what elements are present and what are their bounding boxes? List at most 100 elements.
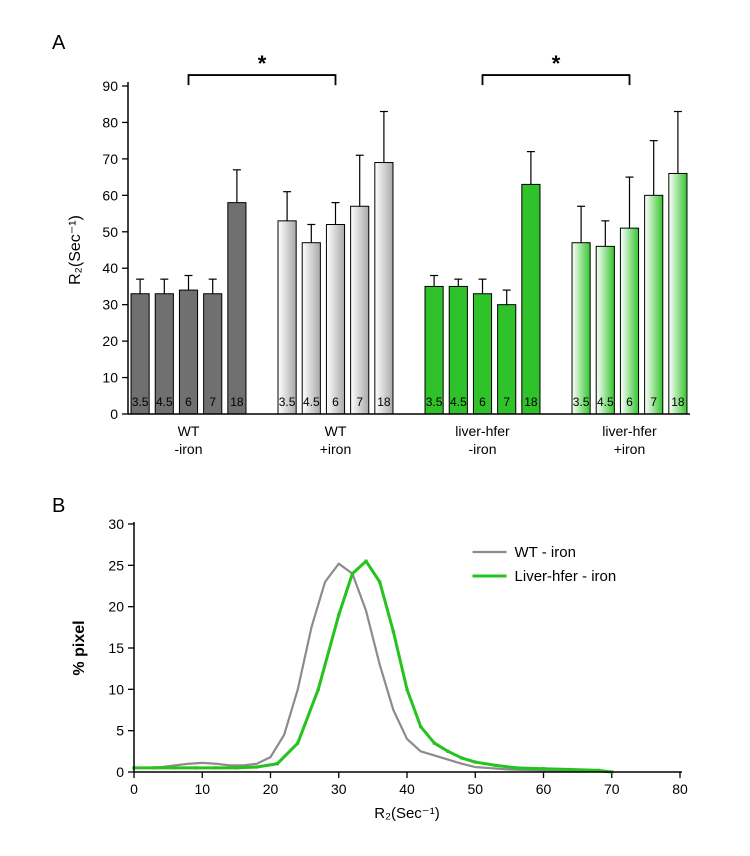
svg-text:3.5: 3.5 xyxy=(573,395,590,409)
sig-star: * xyxy=(552,51,561,76)
group-label: -iron xyxy=(174,441,202,457)
series-marker xyxy=(378,580,381,583)
sig-bracket xyxy=(189,75,336,85)
svg-text:50: 50 xyxy=(467,781,483,797)
series-marker xyxy=(255,765,258,768)
series-marker xyxy=(214,766,217,769)
series-marker xyxy=(446,750,449,753)
svg-text:30: 30 xyxy=(331,781,347,797)
bar xyxy=(375,163,393,414)
svg-text:3.5: 3.5 xyxy=(426,395,443,409)
svg-text:70: 70 xyxy=(102,151,118,167)
series-marker xyxy=(419,725,422,728)
svg-text:20: 20 xyxy=(263,781,279,797)
figure-root: A 0102030405060708090R₂(Sec⁻¹)3.54.56718… xyxy=(0,0,750,856)
series-marker xyxy=(235,766,238,769)
series-marker xyxy=(194,766,197,769)
svg-text:6: 6 xyxy=(185,395,192,409)
svg-text:10: 10 xyxy=(194,781,210,797)
series-marker xyxy=(569,768,572,771)
svg-text:4.5: 4.5 xyxy=(156,395,173,409)
svg-text:15: 15 xyxy=(108,640,124,656)
svg-text:7: 7 xyxy=(650,395,657,409)
svg-text:4.5: 4.5 xyxy=(597,395,614,409)
bar xyxy=(326,224,344,414)
group-label: +iron xyxy=(320,441,352,457)
svg-text:6: 6 xyxy=(626,395,633,409)
sig-bracket xyxy=(483,75,630,85)
series-marker xyxy=(405,688,408,691)
svg-text:18: 18 xyxy=(377,395,391,409)
svg-text:6: 6 xyxy=(479,395,486,409)
svg-text:3.5: 3.5 xyxy=(132,395,149,409)
bar xyxy=(669,173,687,414)
svg-text:90: 90 xyxy=(102,78,118,94)
svg-text:R₂(Sec⁻¹): R₂(Sec⁻¹) xyxy=(374,805,439,822)
series-marker xyxy=(351,572,354,575)
svg-text:18: 18 xyxy=(230,395,244,409)
legend-label: WT - iron xyxy=(515,544,576,561)
svg-text:10: 10 xyxy=(102,370,118,386)
svg-text:7: 7 xyxy=(503,395,510,409)
group-label: -iron xyxy=(468,441,496,457)
series-marker xyxy=(337,613,340,616)
svg-text:0: 0 xyxy=(110,406,118,422)
series-marker xyxy=(276,762,279,765)
svg-text:4.5: 4.5 xyxy=(303,395,320,409)
svg-text:3.5: 3.5 xyxy=(279,395,296,409)
svg-text:80: 80 xyxy=(102,114,118,130)
svg-text:18: 18 xyxy=(671,395,685,409)
svg-text:50: 50 xyxy=(102,224,118,240)
series-marker xyxy=(433,741,436,744)
line-chart: 01020304050607080051015202530R₂(Sec⁻¹)% … xyxy=(60,510,700,830)
bar xyxy=(351,206,369,414)
svg-text:18: 18 xyxy=(524,395,538,409)
series-line xyxy=(134,561,612,772)
bar xyxy=(302,243,320,414)
group-label: liver-hfer xyxy=(455,423,510,439)
svg-text:20: 20 xyxy=(108,599,124,615)
svg-text:7: 7 xyxy=(356,395,363,409)
bar xyxy=(572,243,590,414)
svg-text:7: 7 xyxy=(209,395,216,409)
bar-chart: 0 10 20 30 40 50 60 70 80 90 R₂(Sec⁻¹) 3.5 4.5 6 7 18 WT… xyxy=(60,40,700,480)
svg-text:60: 60 xyxy=(102,187,118,203)
svg-text:% pixel: % pixel xyxy=(71,620,88,675)
series-marker xyxy=(317,688,320,691)
svg-text:R₂(Sec⁻¹): R₂(Sec⁻¹) xyxy=(67,215,84,285)
series-marker xyxy=(364,560,367,563)
bar xyxy=(228,203,246,414)
series-marker xyxy=(515,766,518,769)
bar xyxy=(645,195,663,414)
series-marker xyxy=(153,766,156,769)
group-label: WT xyxy=(325,423,347,439)
svg-text:30: 30 xyxy=(102,297,118,313)
svg-text:20: 20 xyxy=(102,333,118,349)
svg-text:10: 10 xyxy=(108,681,124,697)
sig-star: * xyxy=(258,51,267,76)
svg-text:6: 6 xyxy=(332,395,339,409)
svg-text:0: 0 xyxy=(130,781,138,797)
svg-text:40: 40 xyxy=(399,781,415,797)
svg-text:30: 30 xyxy=(108,516,124,532)
series-marker xyxy=(460,756,463,759)
group-label: WT xyxy=(178,423,200,439)
svg-text:60: 60 xyxy=(536,781,552,797)
series-marker xyxy=(392,630,395,633)
bar xyxy=(596,246,614,414)
legend-label: Liver-hfer - iron xyxy=(515,568,617,585)
svg-text:70: 70 xyxy=(604,781,620,797)
series-marker xyxy=(542,767,545,770)
svg-text:0: 0 xyxy=(116,764,124,780)
group-label: +iron xyxy=(614,441,646,457)
series-line xyxy=(134,564,612,772)
bar xyxy=(278,221,296,414)
series-marker xyxy=(474,760,477,763)
series-marker xyxy=(494,764,497,767)
series-marker xyxy=(296,741,299,744)
series-marker xyxy=(173,766,176,769)
svg-text:80: 80 xyxy=(672,781,688,797)
bar xyxy=(522,184,540,414)
svg-text:40: 40 xyxy=(102,260,118,276)
bar xyxy=(620,228,638,414)
